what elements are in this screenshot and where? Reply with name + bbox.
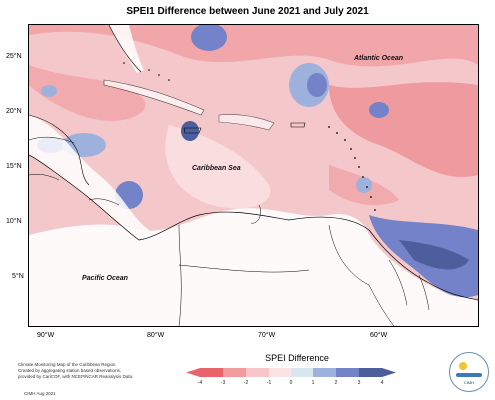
legend-tick: -3 — [220, 380, 226, 386]
legend-swatch-4 — [269, 368, 291, 377]
legend-swatch-5 — [291, 368, 313, 377]
legend-title: SPEI Difference — [265, 353, 329, 363]
legend-ticks: -4 -3 -2 -1 0 1 2 3 4 — [197, 380, 384, 388]
lat-label-25n: 25°N — [6, 53, 22, 60]
credit-line-3: provided by CariCOF, with NCEP/NCAR Rean… — [18, 374, 134, 379]
pacific-ocean-label: Pacific Ocean — [82, 275, 128, 282]
legend-swatch-2 — [223, 368, 246, 377]
legend-tick: 3 — [357, 380, 361, 386]
lon-label-60w: 60°W — [370, 332, 388, 339]
legend-swatch-7 — [336, 368, 359, 377]
lon-label-80w: 80°W — [147, 332, 165, 339]
legend-tick: 1 — [311, 380, 315, 386]
map-frame: Atlantic Ocean Caribbean Sea Pacific Oce… — [28, 24, 479, 327]
legend-tick: -1 — [266, 380, 272, 386]
sun-icon — [459, 362, 467, 370]
credit-line-2: Created by aggregating station based obs… — [18, 368, 122, 373]
lat-label-10n: 10°N — [6, 218, 22, 225]
legend-swatch-6 — [313, 368, 336, 377]
lat-label-5n: 5°N — [12, 273, 24, 280]
lon-label-90w: 90°W — [37, 332, 55, 339]
legend-arrow-left — [186, 368, 200, 377]
legend-tick: 4 — [380, 380, 384, 386]
legend-colorbar — [186, 368, 396, 377]
caribbean-sea-label: Caribbean Sea — [192, 165, 241, 172]
legend-tick: 0 — [289, 380, 293, 386]
lon-label-70w: 70°W — [258, 332, 276, 339]
legend-tick: -2 — [243, 380, 249, 386]
legend-tick: -4 — [197, 380, 203, 386]
cimh-logo: CIMH — [449, 352, 489, 392]
map-title: SPEI1 Difference between June 2021 and J… — [126, 6, 369, 17]
credit-line-1: Climate Monitoring Map of the Caribbean … — [18, 362, 116, 367]
legend-swatch-3 — [246, 368, 269, 377]
logo-text: CIMH — [463, 380, 475, 385]
credit-date: CIMH Aug 2021 — [24, 391, 56, 396]
wave-icon — [456, 373, 482, 377]
atlantic-ocean-label: Atlantic Ocean — [354, 55, 404, 62]
legend-arrow-right — [382, 368, 396, 377]
legend-swatch-8 — [359, 368, 382, 377]
legend-tick: 2 — [334, 380, 338, 386]
lat-label-15n: 15°N — [6, 163, 22, 170]
spei-map — [29, 25, 478, 326]
lat-label-20n: 20°N — [6, 108, 22, 115]
credit-text: Climate Monitoring Map of the Caribbean … — [18, 362, 158, 380]
legend-swatch-1 — [200, 368, 223, 377]
